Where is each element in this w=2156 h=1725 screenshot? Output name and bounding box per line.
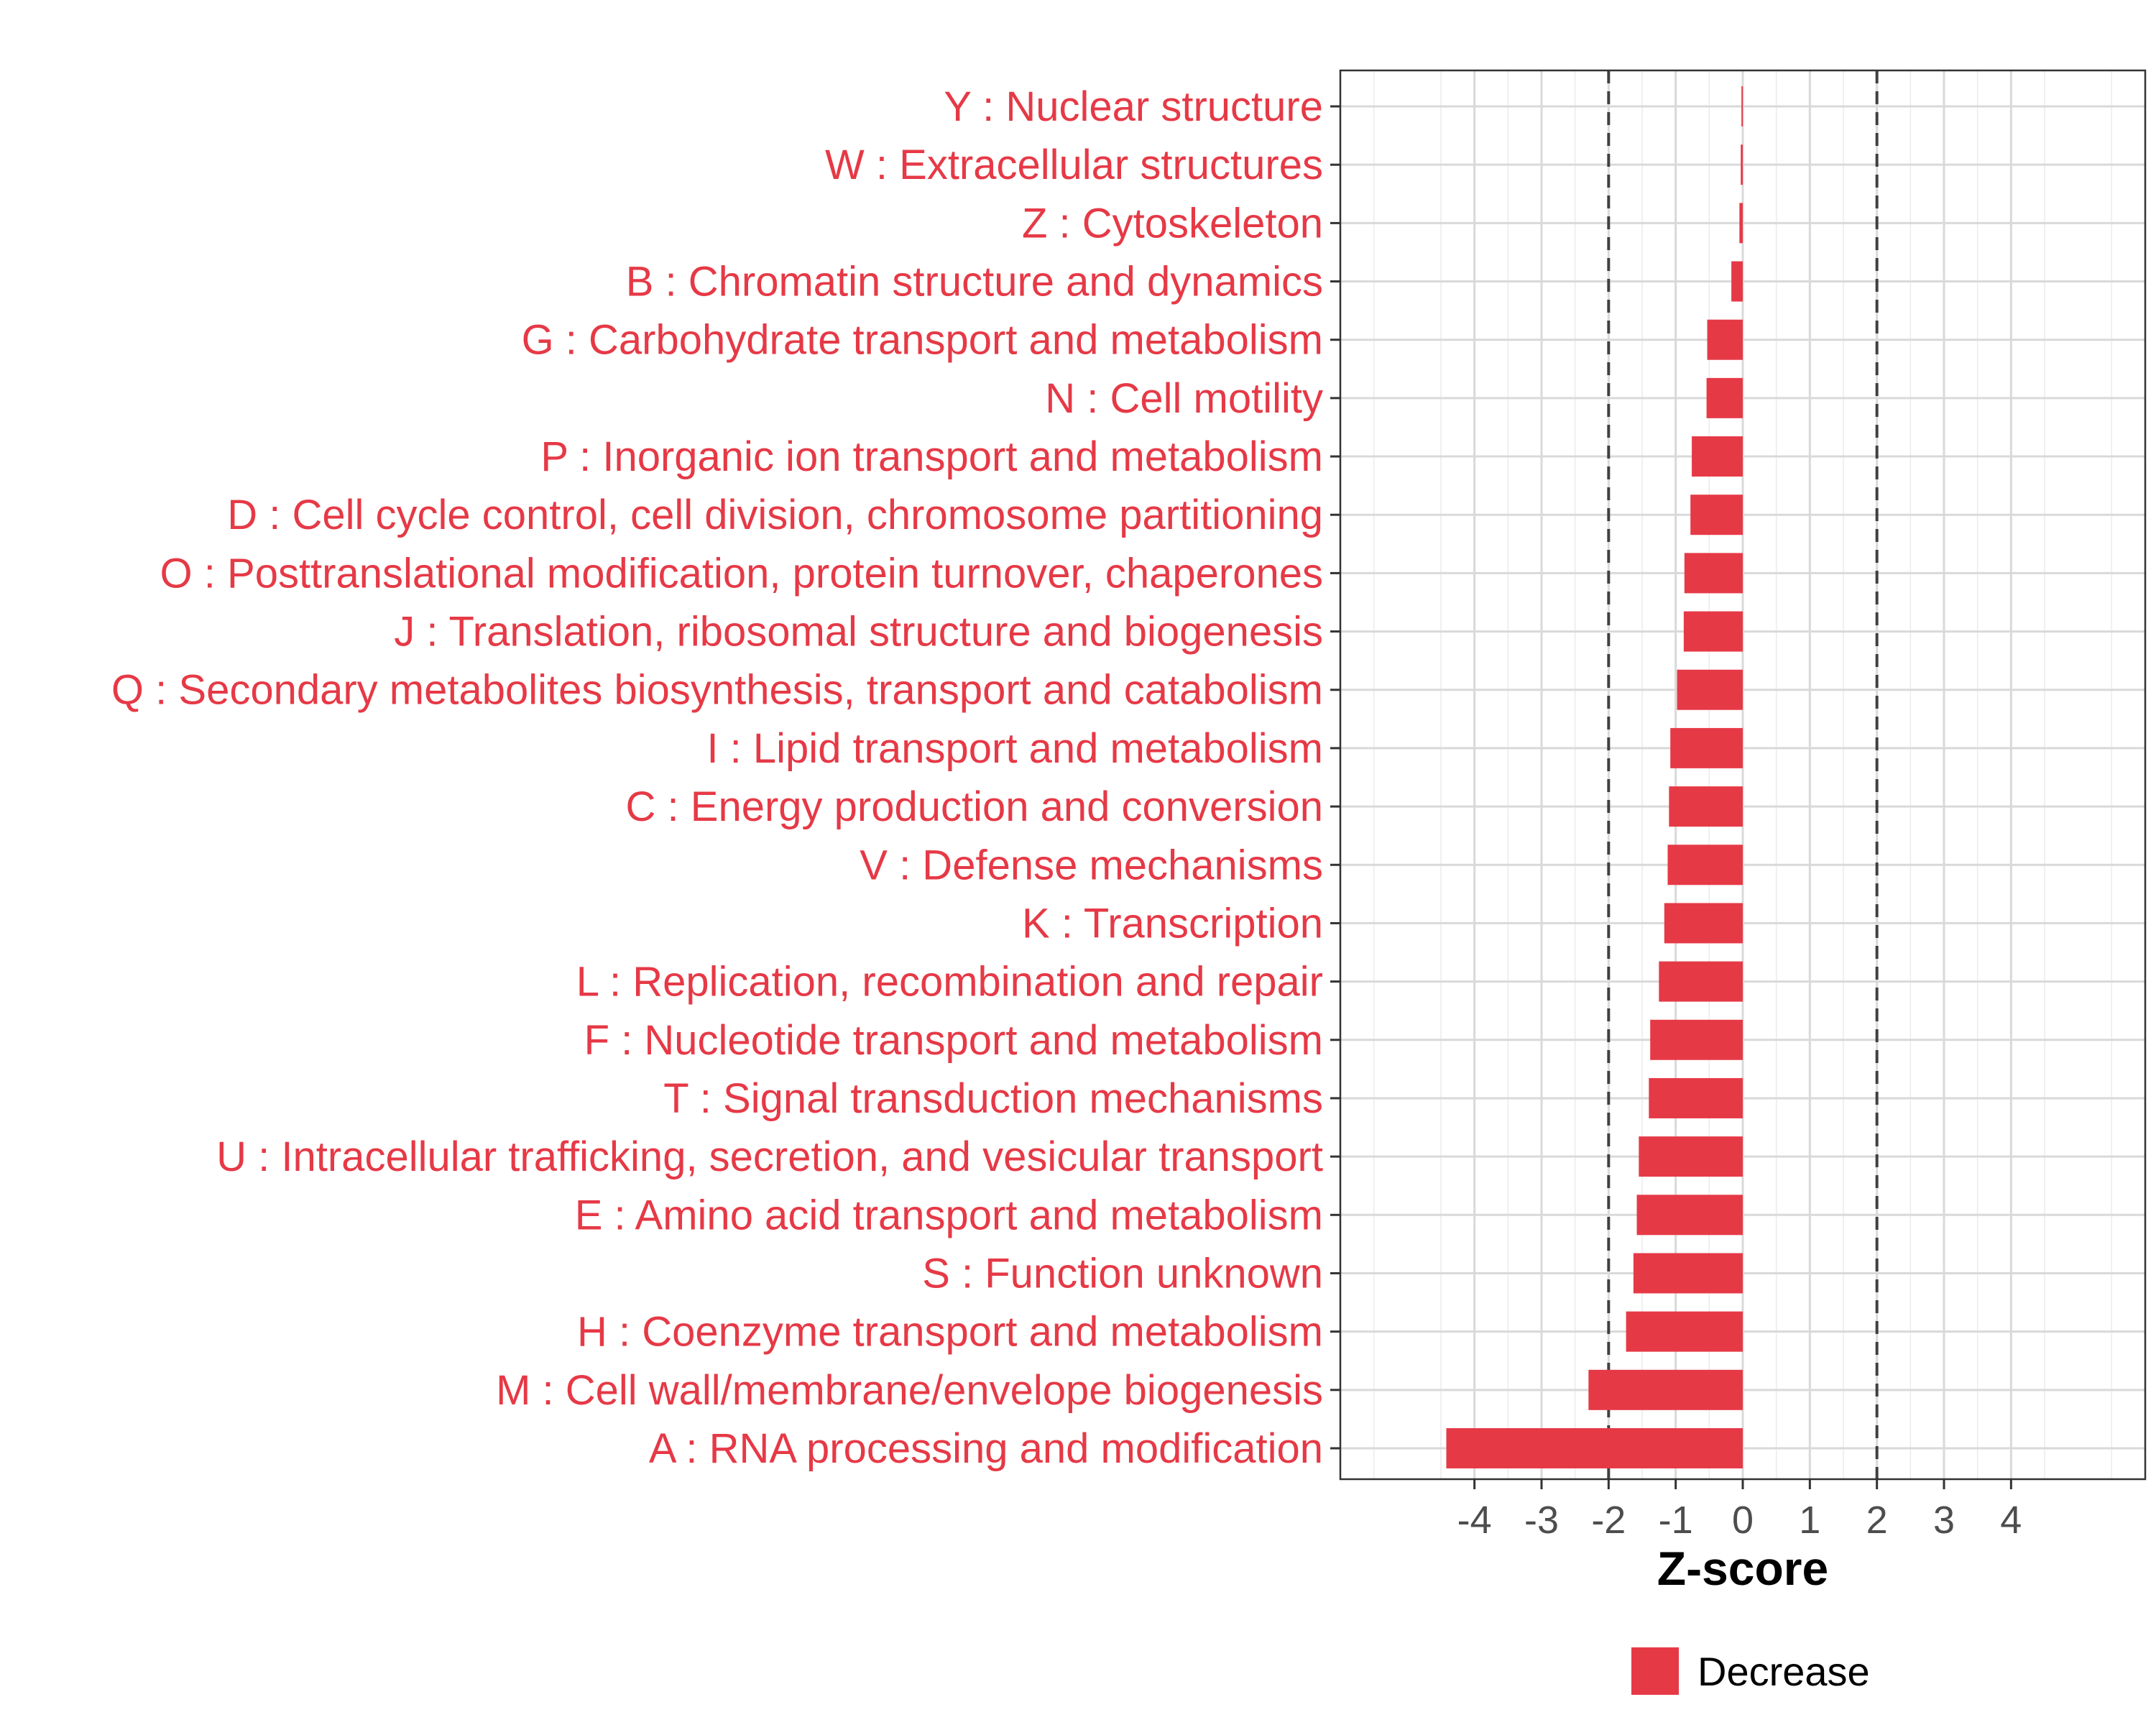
x-tick-label: 0 — [1732, 1499, 1754, 1542]
reference-lines — [1607, 70, 1879, 1479]
x-tick-label: 2 — [1866, 1499, 1888, 1542]
category-label: G : Carbohydrate transport and metabolis… — [522, 317, 1323, 364]
bar — [1639, 1136, 1743, 1177]
bar — [1664, 903, 1743, 944]
x-axis-ticks: -4 -3 -2 -1 0 1 2 3 4 — [1457, 1479, 2022, 1542]
bar — [1706, 377, 1743, 418]
category-label: Z : Cytoskeleton — [1022, 200, 1323, 247]
category-label: S : Function unknown — [922, 1250, 1323, 1297]
x-tick-label: -1 — [1659, 1499, 1693, 1542]
category-label: H : Coenzyme transport and metabolism — [577, 1309, 1323, 1356]
x-axis-title: Z-score — [1657, 1542, 1828, 1595]
category-label: L : Replication, recombination and repai… — [576, 959, 1323, 1006]
legend-swatch — [1631, 1647, 1679, 1695]
category-label: Q : Secondary metabolites biosynthesis, … — [111, 667, 1323, 714]
bar — [1741, 144, 1743, 185]
category-label: I : Lipid transport and metabolism — [706, 725, 1323, 772]
category-label: N : Cell motility — [1045, 375, 1323, 422]
bar — [1636, 1195, 1743, 1236]
bar — [1649, 1077, 1743, 1118]
legend-label: Decrease — [1697, 1649, 1870, 1694]
category-label: T : Signal transduction mechanisms — [663, 1075, 1323, 1122]
bar — [1659, 961, 1743, 1002]
bar — [1731, 261, 1743, 302]
bar — [1739, 203, 1743, 244]
x-tick-label: 1 — [1799, 1499, 1820, 1542]
x-tick-label: -2 — [1591, 1499, 1626, 1542]
bar — [1683, 611, 1743, 652]
category-label: U : Intracellular trafficking, secretion… — [216, 1133, 1323, 1180]
bar — [1633, 1253, 1743, 1294]
bars — [1446, 86, 1743, 1468]
category-label: E : Amino acid transport and metabolism — [575, 1192, 1323, 1238]
x-tick-label: 3 — [1933, 1499, 1955, 1542]
bar — [1707, 319, 1743, 360]
x-tick-label: 4 — [2000, 1499, 2022, 1542]
bar — [1588, 1369, 1743, 1410]
category-label: K : Transcription — [1022, 900, 1323, 947]
category-label: M : Cell wall/membrane/envelope biogenes… — [496, 1367, 1323, 1414]
category-label: W : Extracellular structures — [825, 142, 1323, 188]
legend: Decrease — [1631, 1647, 1870, 1695]
bar — [1650, 1019, 1743, 1060]
category-label: F : Nucleotide transport and metabolism — [584, 1017, 1323, 1064]
bar — [1741, 86, 1743, 126]
bar — [1670, 727, 1743, 768]
bar — [1690, 494, 1743, 535]
x-tick-label: -3 — [1524, 1499, 1559, 1542]
category-label: O : Posttranslational modification, prot… — [160, 550, 1323, 597]
category-label: J : Translation, ribosomal structure and… — [394, 609, 1323, 656]
bar — [1446, 1428, 1743, 1468]
category-label: C : Energy production and conversion — [626, 783, 1323, 830]
bar — [1626, 1311, 1743, 1352]
bar — [1669, 786, 1743, 827]
category-label: V : Defense mechanisms — [860, 842, 1323, 888]
x-tick-label: -4 — [1457, 1499, 1492, 1542]
category-label: D : Cell cycle control, cell division, c… — [227, 492, 1323, 538]
bar — [1667, 845, 1743, 886]
bar — [1684, 553, 1743, 594]
grid-lines — [1340, 70, 2145, 1479]
y-axis-ticks: Y : Nuclear structure W : Extracellular s… — [111, 83, 1340, 1472]
category-label: P : Inorganic ion transport and metaboli… — [540, 433, 1323, 480]
category-label: B : Chromatin structure and dynamics — [626, 259, 1323, 305]
category-label: A : RNA processing and modification — [649, 1425, 1323, 1472]
bar — [1692, 436, 1743, 477]
category-label: Y : Nuclear structure — [944, 83, 1323, 130]
bar — [1677, 669, 1743, 710]
